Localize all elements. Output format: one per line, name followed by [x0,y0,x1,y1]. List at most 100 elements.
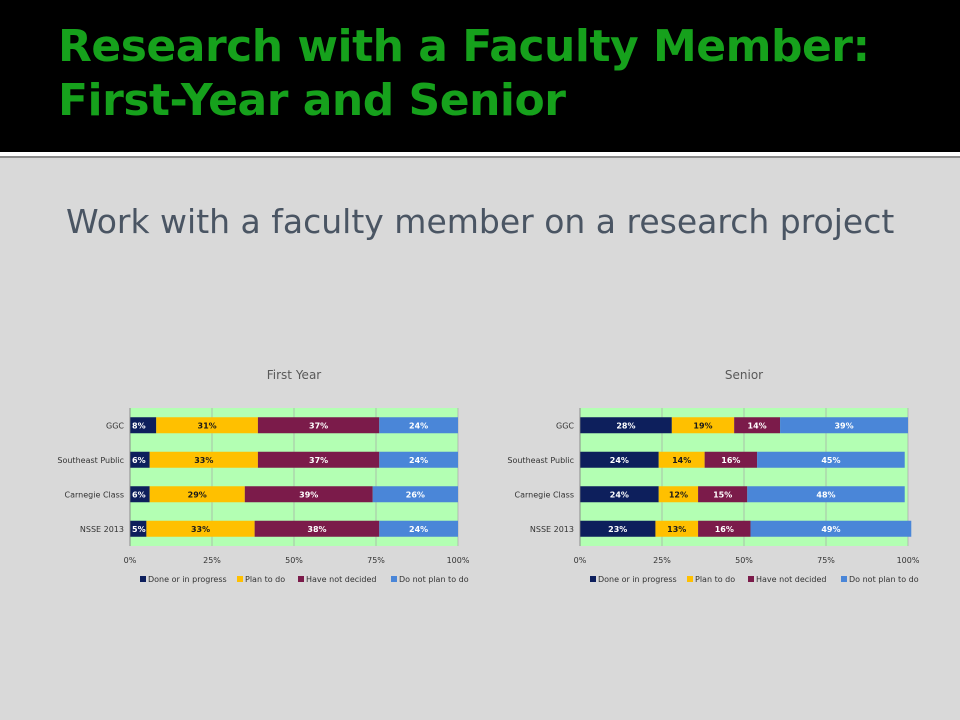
slide-title: Research with a Faculty Member: First-Ye… [58,20,938,128]
bar-carnegie-class-done-or-in-progress [130,486,150,503]
bar-southeast-public-do-not-plan-to-do [379,451,458,468]
data-label-nsse-2013-have-not-decided: 38% [307,525,326,534]
data-label-ggc-plan-to-do: 19% [693,421,712,430]
data-label-carnegie-class-do-not-plan-to-do: 26% [406,490,425,499]
bar-southeast-public-have-not-decided [257,451,380,468]
category-label-nsse-2013: NSSE 2013 [530,525,574,534]
bar-nsse-2013-have-not-decided [698,520,751,537]
bar-nsse-2013-done-or-in-progress [130,520,147,537]
bar-southeast-public-do-not-plan-to-do [757,451,905,468]
x-tick-label-100: 100% [897,556,920,565]
data-label-southeast-public-plan-to-do: 33% [194,456,213,465]
category-label-ggc: GGC [106,421,124,430]
data-label-southeast-public-plan-to-do: 14% [672,456,691,465]
bar-southeast-public-done-or-in-progress [130,451,150,468]
bar-nsse-2013-plan-to-do [655,520,699,537]
legend-label-done-or-in-progress: Done or in progress [148,575,227,584]
bar-ggc-have-not-decided [257,417,380,434]
data-label-nsse-2013-plan-to-do: 33% [191,525,210,534]
data-label-nsse-2013-done-or-in-progress: 5% [132,525,146,534]
bar-carnegie-class-have-not-decided [244,486,373,503]
header-divider-shadow [0,156,960,158]
legend-label-done-or-in-progress: Done or in progress [598,575,677,584]
bar-ggc-done-or-in-progress [580,417,672,434]
category-label-carnegie-class: Carnegie Class [65,490,124,499]
data-label-southeast-public-done-or-in-progress: 6% [132,456,146,465]
bar-carnegie-class-done-or-in-progress [580,486,659,503]
x-tick-label-0: 0% [124,556,137,565]
data-label-carnegie-class-have-not-decided: 39% [299,490,318,499]
x-tick-label-0: 0% [574,556,587,565]
bar-ggc-plan-to-do [156,417,258,434]
category-label-nsse-2013: NSSE 2013 [80,525,124,534]
bar-southeast-public-have-not-decided [704,451,758,468]
x-tick-label-75: 75% [367,556,385,565]
data-label-ggc-do-not-plan-to-do: 24% [409,421,428,430]
bar-southeast-public-done-or-in-progress [580,451,659,468]
legend-label-have-not-decided: Have not decided [306,575,376,584]
x-tick-label-25: 25% [203,556,221,565]
data-label-southeast-public-done-or-in-progress: 24% [610,456,629,465]
bar-carnegie-class-have-not-decided [698,486,748,503]
data-label-ggc-plan-to-do: 31% [198,421,217,430]
data-label-nsse-2013-plan-to-do: 13% [667,525,686,534]
bar-nsse-2013-have-not-decided [254,520,380,537]
data-label-carnegie-class-done-or-in-progress: 6% [132,490,146,499]
chart-title: First Year [267,368,322,382]
slide-subtitle: Work with a faculty member on a research… [66,202,895,241]
category-label-ggc: GGC [556,421,574,430]
data-label-carnegie-class-plan-to-do: 29% [188,490,207,499]
category-label-southeast-public: Southeast Public [57,456,124,465]
data-label-carnegie-class-done-or-in-progress: 24% [610,490,629,499]
bar-southeast-public-plan-to-do [149,451,258,468]
legend-swatch-plan-to-do [687,576,693,582]
data-label-ggc-done-or-in-progress: 28% [616,421,635,430]
legend-label-have-not-decided: Have not decided [756,575,826,584]
legend-swatch-plan-to-do [237,576,243,582]
chart-title: Senior [725,368,763,382]
category-label-southeast-public: Southeast Public [507,456,574,465]
x-tick-label-25: 25% [653,556,671,565]
x-tick-label-50: 50% [285,556,303,565]
data-label-carnegie-class-have-not-decided: 15% [713,490,732,499]
legend-label-do-not-plan-to-do: Do not plan to do [849,575,919,584]
legend-label-do-not-plan-to-do: Do not plan to do [399,575,469,584]
data-label-nsse-2013-have-not-decided: 16% [715,525,734,534]
legend-swatch-have-not-decided [748,576,754,582]
bar-carnegie-class-plan-to-do [149,486,245,503]
bar-nsse-2013-done-or-in-progress [580,520,656,537]
bar-nsse-2013-do-not-plan-to-do [379,520,458,537]
data-label-southeast-public-have-not-decided: 37% [309,456,328,465]
data-label-southeast-public-do-not-plan-to-do: 24% [409,456,428,465]
bar-carnegie-class-do-not-plan-to-do [747,486,905,503]
data-label-southeast-public-have-not-decided: 16% [721,456,740,465]
data-label-carnegie-class-plan-to-do: 12% [669,490,688,499]
bar-ggc-do-not-plan-to-do [780,417,908,434]
bar-ggc-do-not-plan-to-do [379,417,458,434]
legend-swatch-done-or-in-progress [140,576,146,582]
senior-chart: Senior 0% 25% 50% 75% 100% GGC 28% 19% 14% 39% Sout… [507,368,920,584]
data-label-carnegie-class-do-not-plan-to-do: 48% [816,490,835,499]
legend-swatch-done-or-in-progress [590,576,596,582]
title-line-2: First-Year and Senior [58,75,566,126]
slide-header [0,0,960,152]
x-tick-label-75: 75% [817,556,835,565]
x-tick-label-50: 50% [735,556,753,565]
data-label-nsse-2013-do-not-plan-to-do: 24% [409,525,428,534]
bar-southeast-public-plan-to-do [658,451,705,468]
bar-nsse-2013-do-not-plan-to-do [750,520,912,537]
data-label-nsse-2013-do-not-plan-to-do: 49% [821,525,840,534]
data-label-nsse-2013-done-or-in-progress: 23% [608,525,627,534]
bar-carnegie-class-plan-to-do [658,486,699,503]
bar-nsse-2013-plan-to-do [146,520,255,537]
header-divider [0,152,960,156]
bar-ggc-have-not-decided [734,417,781,434]
data-label-ggc-have-not-decided: 37% [309,421,328,430]
legend-label-plan-to-do: Plan to do [245,575,285,584]
data-label-ggc-have-not-decided: 14% [748,421,767,430]
x-tick-label-100: 100% [447,556,470,565]
data-label-ggc-do-not-plan-to-do: 39% [834,421,853,430]
first-year-chart: First Year 0% 25% 50% 75% 100% GGC 8% 31% 37% 24% S… [57,368,470,584]
data-label-southeast-public-do-not-plan-to-do: 45% [821,456,840,465]
category-label-carnegie-class: Carnegie Class [515,490,574,499]
